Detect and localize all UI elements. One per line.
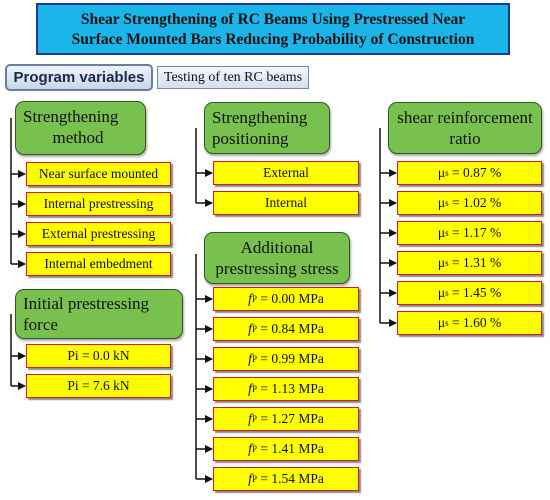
shear-ratio-value: = 1.60 % [451,315,502,330]
fp-subscript: P [251,474,257,484]
additional-stress-value: = 1.27 MPa [260,411,324,426]
mu-subscript: s [445,288,449,298]
title-line-1: Shear Strengthening of RC Beams Using Pr… [80,11,466,28]
strengthening-method-heading-line1: Strengthening [23,107,119,126]
fp-symbol: f [248,351,252,366]
fp-symbol: f [248,291,252,306]
fp-subscript: P [251,324,257,334]
additional-stress-value: = 0.84 MPa [260,321,324,336]
shear-reinforcement-ratio-heading: shear reinforcement ratio [388,102,542,154]
mu-subscript: s [445,258,449,268]
fp-subscript: P [251,414,257,424]
strengthening-positioning-heading: Strengthening positioning [204,102,330,154]
additional-prestressing-stress-heading: Additional prestressing stress [204,232,350,284]
mu-symbol: μ [437,285,446,300]
fp-symbol: f [248,321,252,336]
additional-stress-heading-line1: Additional [240,238,314,257]
initial-force-heading-line1: Initial prestressing [23,294,150,313]
initial-force-heading-line2: force [23,315,58,334]
additional-stress-heading-line2: prestressing stress [215,259,339,278]
mu-symbol: μ [437,255,446,270]
method-item-internal-embedment: Internal embedment [26,252,171,276]
fp-subscript: P [251,354,257,364]
positioning-heading-line1: Strengthening [212,108,308,127]
testing-label: Testing of ten RC beams [157,66,309,89]
fp-symbol: f [248,411,252,426]
program-variables-label: Program variables [5,64,153,91]
mu-symbol: μ [437,225,446,240]
additional-stress-value: = 0.00 MPa [260,291,324,306]
fp-symbol: f [248,471,252,486]
shear-ratio-value: = 1.02 % [451,195,502,210]
additional-stress-value: = 1.13 MPa [260,381,324,396]
mu-subscript: s [445,318,449,328]
strengthening-method-heading-line2: method [52,128,104,147]
shear-ratio-value: = 1.31 % [451,255,502,270]
initial-force-item-1: Pi = 7.6 kN [26,374,171,398]
method-item-internal-prestressing: Internal prestressing [26,192,171,216]
fp-symbol: f [248,441,252,456]
diagram-title: Shear Strengthening of RC Beams Using Pr… [36,3,510,55]
method-item-external-prestressing: External prestressing [26,222,171,246]
additional-stress-value: = 1.54 MPa [260,471,324,486]
initial-prestressing-force-heading: Initial prestressing force [15,289,183,339]
mu-subscript: s [445,228,449,238]
initial-force-item-0: Pi = 0.0 kN [26,344,171,368]
mu-symbol: μ [437,315,446,330]
mu-symbol: μ [437,195,446,210]
positioning-item-internal: Internal [213,191,359,215]
shear-ratio-value: = 1.17 % [451,225,502,240]
fp-symbol: f [248,381,252,396]
additional-stress-value: = 1.41 MPa [260,441,324,456]
method-item-near-surface-mounted: Near surface mounted [26,162,171,186]
shear-ratio-heading-line2: ratio [449,129,481,148]
title-line-2: Surface Mounted Bars Reducing Probabilit… [71,31,475,48]
mu-symbol: μ [437,165,446,180]
mu-subscript: s [445,168,449,178]
strengthening-method-heading: Strengthening method [15,101,146,155]
fp-subscript: P [251,384,257,394]
fp-subscript: P [251,294,257,304]
shear-ratio-heading-line1: shear reinforcement [397,108,533,127]
additional-stress-value: = 0.99 MPa [260,351,324,366]
positioning-heading-line2: positioning [212,129,289,148]
fp-subscript: P [251,444,257,454]
shear-ratio-value: = 1.45 % [451,285,502,300]
positioning-item-external: External [213,161,359,185]
shear-ratio-value: = 0.87 % [451,165,502,180]
mu-subscript: s [445,198,449,208]
